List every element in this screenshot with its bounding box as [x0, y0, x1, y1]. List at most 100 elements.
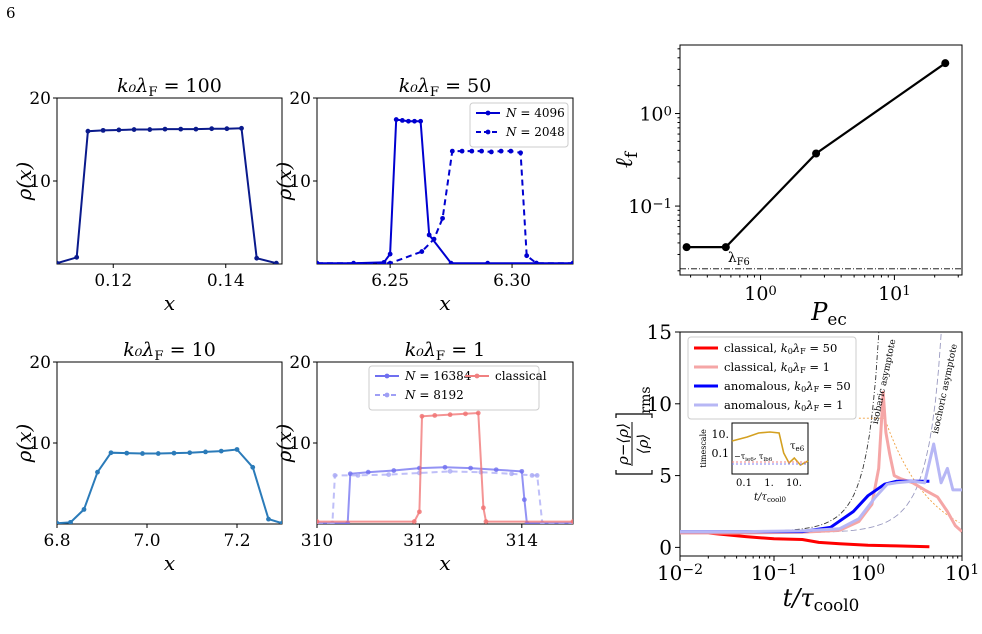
x-tick-label: 6.8 — [43, 531, 70, 551]
data-point — [162, 126, 168, 132]
data-point — [432, 413, 438, 418]
legend-box — [368, 365, 540, 411]
y-label-bracket-right — [615, 413, 653, 418]
y-axis-label: ρ(x) — [272, 424, 296, 464]
inset-x-label: t/τcool0 — [754, 492, 786, 504]
data-point — [147, 127, 153, 132]
legend: N = 4096 N = 2048 — [469, 102, 569, 148]
data-point — [519, 468, 525, 474]
data-point — [534, 260, 539, 264]
data-point — [95, 469, 100, 475]
data-point — [419, 413, 425, 419]
x-tick-label: 10−1 — [751, 561, 797, 585]
data-point — [481, 505, 486, 511]
data-point — [68, 519, 73, 524]
data-point — [498, 148, 504, 154]
x-tick-label: 310 — [301, 531, 333, 551]
x-tick-label: 6.30 — [493, 271, 531, 291]
data-point — [218, 448, 224, 454]
series-line-0 — [57, 448, 282, 524]
decay-guide — [858, 417, 960, 523]
y-tick-label: 20 — [289, 353, 311, 373]
data-point — [417, 509, 422, 515]
x-axis-label: x — [164, 291, 175, 315]
plot-area — [57, 125, 279, 264]
series-line — [686, 62, 946, 249]
series-anomalous-50 — [680, 479, 930, 534]
series-line-1 — [317, 150, 573, 264]
data-point — [508, 148, 514, 154]
legend-label: classical, k0λF = 50 — [724, 341, 837, 356]
series-anomalous-1 — [680, 442, 962, 534]
inset-tie6-tlb6-label: −τie6, τlb6 — [734, 452, 773, 463]
subplot-p4: 310 312 314 10 20 k₀λF = 1 x ρ(x) N = 16384 N = 8… — [272, 339, 574, 575]
data-point — [234, 447, 240, 452]
axes-frame — [679, 44, 963, 276]
legend-label: anomalous, k0λF = 50 — [724, 379, 851, 394]
y-tick-label: 10 — [289, 172, 311, 192]
series-classical-50 — [680, 531, 930, 549]
x-axis-label: x — [439, 551, 450, 575]
legend-marker — [474, 373, 480, 379]
data-point — [100, 127, 106, 133]
data-point — [440, 215, 445, 221]
data-point — [355, 473, 361, 478]
plot-area — [317, 117, 573, 264]
y-tick-label: 20 — [289, 89, 311, 109]
legend-label: classical — [495, 369, 547, 383]
data-point — [419, 249, 425, 254]
data-point — [266, 516, 271, 522]
inset-y-label: timescale — [699, 429, 708, 468]
data-point — [187, 450, 193, 456]
y-tick-label: 20 — [29, 353, 51, 373]
x-axis-label: x — [164, 551, 175, 575]
data-point — [485, 260, 491, 264]
data-point — [393, 117, 399, 122]
data-point — [224, 126, 230, 132]
data-point — [475, 410, 481, 416]
legend: classical, k0λF = 50 classical, k0λF = 1 a… — [687, 336, 857, 420]
x-tick-label: 6.25 — [371, 271, 409, 291]
y-tick-label: 10 — [29, 434, 51, 454]
subplot-title: k₀λF = 50 — [399, 75, 492, 100]
data-point — [239, 125, 244, 131]
inset-x-tick-label: 10. — [786, 478, 802, 489]
data-point — [116, 127, 122, 133]
x-tick-label: 10−2 — [657, 561, 703, 585]
page-number: 6 — [6, 4, 16, 22]
inset-y-tick-label: 10. — [712, 428, 730, 441]
isochoric-asymptote-label: isochoric asymptote — [931, 343, 960, 435]
x-tick-label: 101 — [945, 561, 979, 585]
y-axis-label: ρ(x) — [12, 162, 36, 202]
series-line-0 — [57, 127, 277, 264]
data-point — [386, 472, 392, 477]
x-tick-label: 7.2 — [223, 531, 250, 551]
data-point — [447, 468, 453, 474]
data-point — [411, 519, 417, 524]
data-point — [493, 467, 499, 473]
y-tick-label: 10 — [289, 434, 311, 454]
legend-box — [687, 336, 857, 420]
data-point — [721, 243, 730, 252]
y-axis-label: ρ−⟨ρ⟩ ⟨ρ⟩ rms — [614, 386, 654, 475]
data-point — [108, 450, 114, 456]
x-axis-label: Pec — [810, 298, 847, 329]
legend-marker — [485, 129, 491, 135]
x-tick-label: 100 — [851, 561, 885, 585]
y-label-subscript: rms — [638, 386, 654, 413]
data-point — [431, 236, 437, 242]
data-point — [570, 519, 573, 524]
data-point — [406, 118, 411, 124]
data-point — [171, 450, 177, 456]
data-point — [518, 150, 523, 156]
data-point — [524, 253, 530, 259]
data-point — [279, 520, 282, 524]
data-point — [812, 149, 821, 158]
x-axis-label: x — [439, 291, 450, 315]
data-point — [387, 260, 393, 264]
y-tick-label: 10 — [29, 172, 51, 192]
x-tick-label: 0.12 — [94, 271, 132, 291]
data-point — [483, 519, 489, 524]
